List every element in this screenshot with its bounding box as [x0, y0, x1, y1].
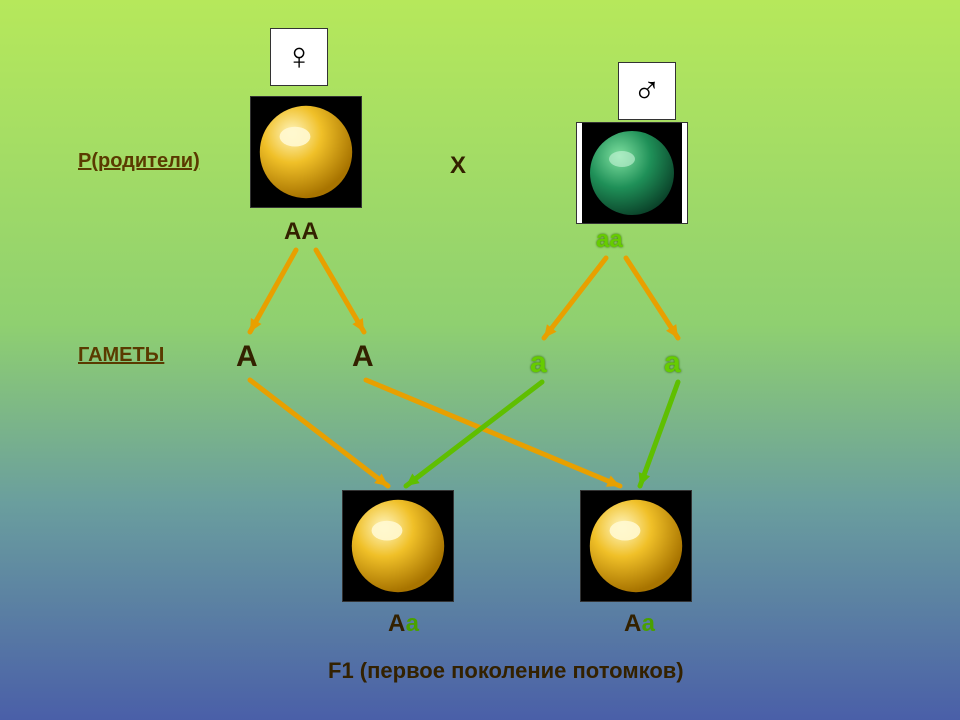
offspring-2-dominant: А: [624, 610, 642, 637]
female-symbol: ♀: [270, 28, 328, 86]
label-parents: Р(родители): [78, 150, 200, 173]
label-gametes: ГАМЕТЫ: [78, 344, 164, 367]
offspring-1-dominant: А: [388, 610, 406, 637]
gamete-4: а: [664, 346, 681, 380]
genotype-offspring-1: Аа: [388, 610, 419, 638]
f1-caption: F1 (первое поколение потомков): [328, 658, 684, 684]
female-glyph: ♀: [285, 38, 314, 76]
genotype-offspring-2: Аа: [624, 610, 655, 638]
male-glyph: ♂: [633, 72, 662, 110]
genotype-parent-male: аа: [596, 226, 623, 254]
genotype-parent-female: АА: [284, 218, 319, 246]
parent-female-pea: [250, 96, 362, 208]
gamete-3: а: [530, 346, 547, 380]
gamete-2: А: [352, 340, 374, 374]
offspring-1-pea: [342, 490, 454, 602]
cross-symbol: Х: [450, 152, 466, 180]
male-symbol: ♂: [618, 62, 676, 120]
offspring-1-recessive: а: [406, 610, 419, 637]
gamete-1: А: [236, 340, 258, 374]
offspring-2-recessive: а: [642, 610, 655, 637]
parent-male-pea: [576, 122, 688, 224]
diagram-stage: ♀ ♂ Р(родител: [0, 0, 960, 720]
offspring-2-pea: [580, 490, 692, 602]
